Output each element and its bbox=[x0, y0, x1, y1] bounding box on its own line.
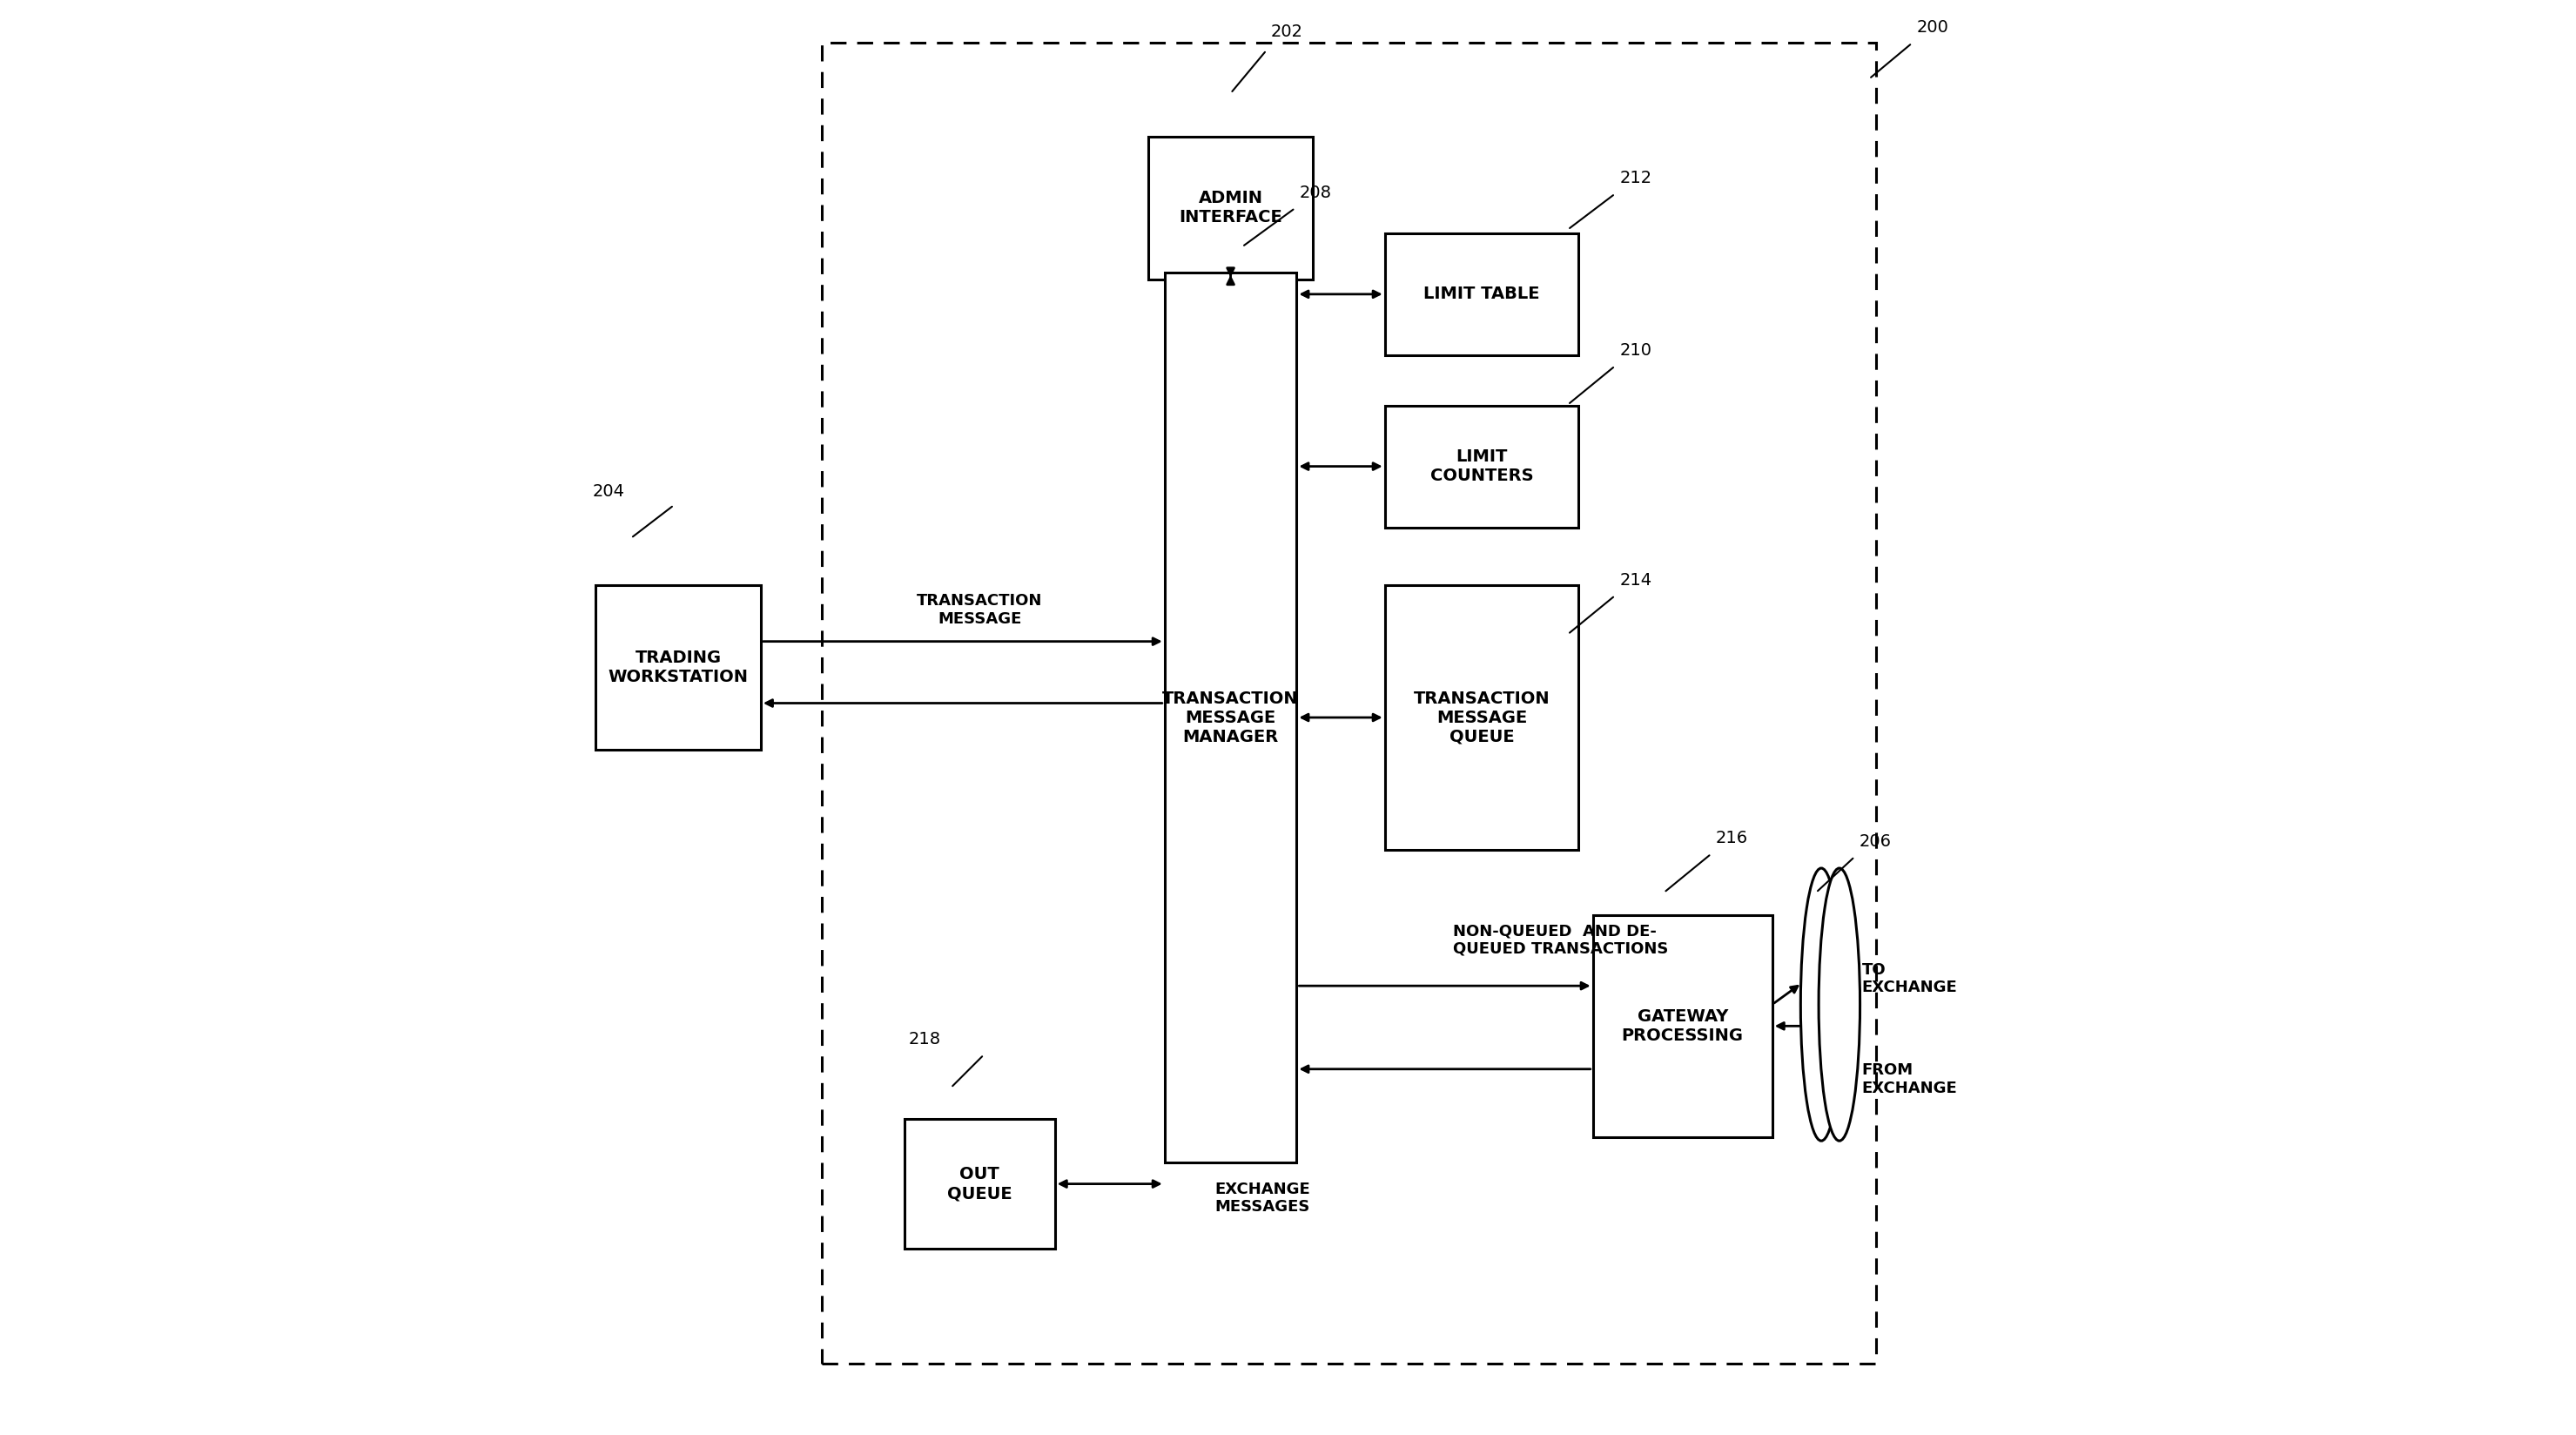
Text: 218: 218 bbox=[909, 1030, 940, 1048]
Bar bbox=[1164, 273, 1296, 1162]
Text: FROM
EXCHANGE: FROM EXCHANGE bbox=[1862, 1062, 1958, 1096]
Text: 206: 206 bbox=[1860, 832, 1891, 850]
Text: TRANSACTION
MESSAGE
QUEUE: TRANSACTION MESSAGE QUEUE bbox=[1414, 690, 1551, 745]
Bar bbox=[1149, 136, 1314, 280]
Text: 200: 200 bbox=[1917, 19, 1947, 36]
Text: 204: 204 bbox=[592, 482, 626, 499]
Text: GATEWAY
PROCESSING: GATEWAY PROCESSING bbox=[1623, 1009, 1744, 1043]
Bar bbox=[1386, 234, 1579, 354]
Bar bbox=[1592, 916, 1772, 1138]
Text: 212: 212 bbox=[1620, 169, 1651, 187]
Ellipse shape bbox=[1819, 868, 1860, 1141]
Text: TRANSACTION
MESSAGE: TRANSACTION MESSAGE bbox=[917, 593, 1043, 627]
Text: 208: 208 bbox=[1298, 184, 1332, 201]
Text: EXCHANGE
MESSAGES: EXCHANGE MESSAGES bbox=[1213, 1181, 1311, 1215]
Text: ADMIN
INTERFACE: ADMIN INTERFACE bbox=[1180, 191, 1283, 225]
Text: LIMIT
COUNTERS: LIMIT COUNTERS bbox=[1430, 449, 1533, 484]
Bar bbox=[822, 43, 1875, 1363]
Text: TRANSACTION
MESSAGE
MANAGER: TRANSACTION MESSAGE MANAGER bbox=[1162, 690, 1298, 745]
Text: NON-QUEUED  AND DE-
QUEUED TRANSACTIONS: NON-QUEUED AND DE- QUEUED TRANSACTIONS bbox=[1453, 923, 1669, 957]
Bar bbox=[904, 1119, 1054, 1248]
Text: 216: 216 bbox=[1716, 829, 1749, 847]
Bar bbox=[1386, 585, 1579, 850]
Text: TO
EXCHANGE: TO EXCHANGE bbox=[1862, 961, 1958, 996]
Text: OUT
QUEUE: OUT QUEUE bbox=[948, 1167, 1012, 1201]
Text: 202: 202 bbox=[1270, 23, 1303, 40]
Ellipse shape bbox=[1801, 868, 1842, 1141]
Bar bbox=[595, 585, 760, 749]
Bar bbox=[1386, 406, 1579, 527]
Text: 210: 210 bbox=[1620, 342, 1651, 359]
Text: 214: 214 bbox=[1620, 571, 1651, 588]
Text: LIMIT TABLE: LIMIT TABLE bbox=[1425, 286, 1540, 303]
Text: TRADING
WORKSTATION: TRADING WORKSTATION bbox=[608, 650, 750, 684]
